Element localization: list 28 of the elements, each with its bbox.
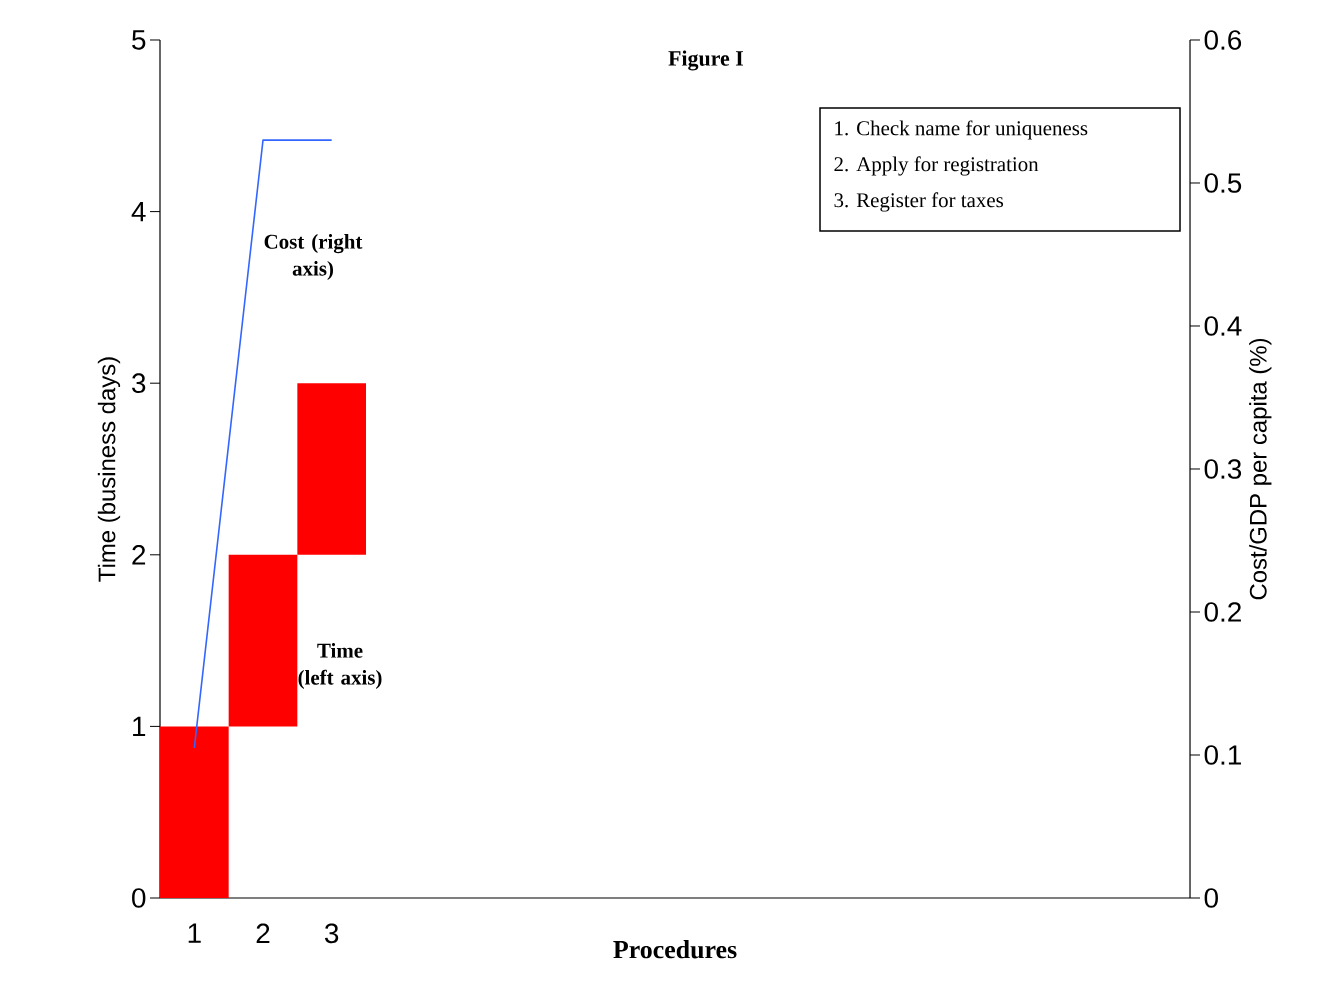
y-tick-label: 1	[133, 716, 146, 736]
annotation: 2. Apply for registration	[834, 156, 1039, 176]
annotation: 3. Register for taxes	[834, 192, 1004, 212]
y-tick-label: 3	[132, 373, 146, 394]
y2-tick-label: 0.5	[1204, 173, 1242, 193]
y-tick-label: 4	[131, 202, 146, 222]
y2-tick-label: 0.3	[1204, 459, 1242, 479]
y-tick-label: 5	[132, 30, 146, 50]
annotation: Time (left axis)	[298, 643, 382, 689]
annotation: 1. Check name for uniqueness	[835, 120, 1088, 140]
y2-tick-label: 0.1	[1204, 745, 1241, 765]
y-tick-label: 2	[132, 545, 146, 565]
bar	[297, 383, 366, 555]
annotation: Cost (right axis)	[264, 234, 363, 280]
y2-tick-label: 0.6	[1204, 30, 1242, 50]
bar	[160, 726, 229, 898]
bar	[228, 554, 298, 727]
y2-tick-label: 0.2	[1204, 602, 1241, 622]
y-tick-label: 0	[132, 888, 146, 908]
x-tick-label: 2	[256, 923, 270, 943]
x-axis-title: Procedures	[613, 940, 737, 959]
y2-tick-label: 0.4	[1204, 316, 1242, 336]
x-tick-label: 3	[324, 923, 339, 944]
chart-title: Figure I	[668, 50, 744, 71]
x-tick-label: 1	[188, 923, 201, 943]
y2-tick-label: 0	[1204, 888, 1218, 908]
y-axis-title: Time (business days)	[97, 357, 121, 582]
y2-axis-title: Cost/GDP per capita (%)	[1249, 338, 1272, 600]
